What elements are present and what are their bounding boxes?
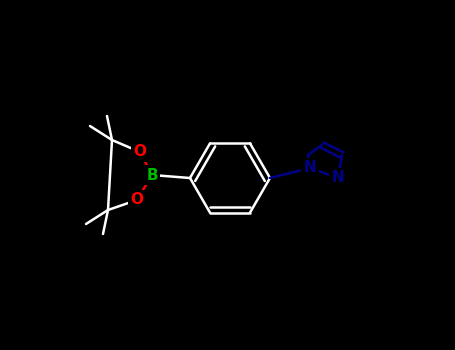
- Text: O: O: [131, 193, 143, 208]
- Text: O: O: [133, 145, 147, 160]
- Text: B: B: [146, 168, 158, 182]
- Text: N: N: [303, 161, 316, 175]
- Text: N: N: [332, 170, 344, 186]
